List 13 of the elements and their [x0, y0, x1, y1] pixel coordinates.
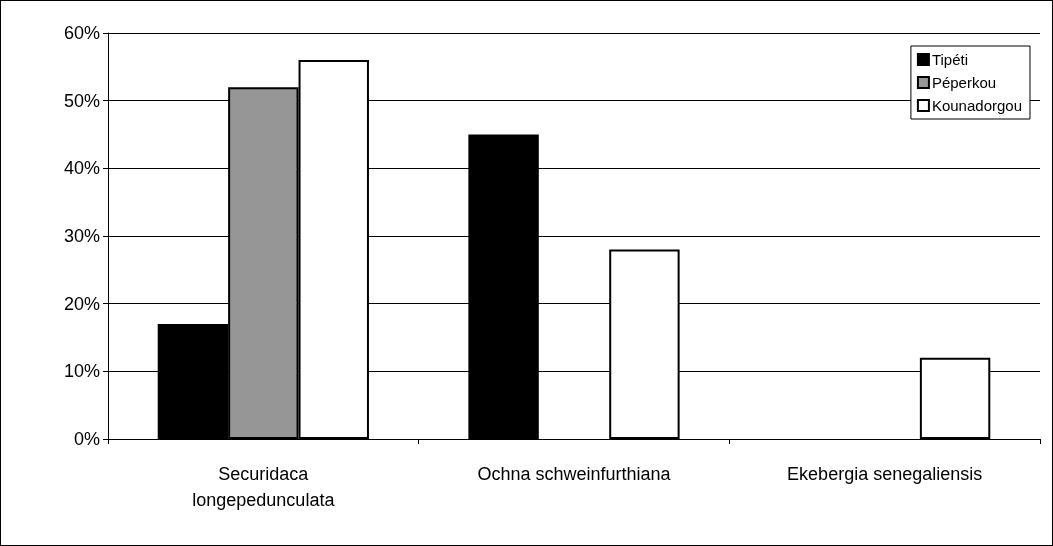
legend-label: Kounadorgou: [931, 97, 1023, 114]
y-tick-label: 40%: [63, 158, 100, 179]
legend-label: Tipéti: [931, 51, 969, 68]
y-tick-label: 10%: [63, 361, 100, 382]
y-tick-label: 20%: [63, 293, 100, 314]
x-tick-label: Ekebergia senegaliensis: [787, 464, 983, 484]
x-tick-label: Ochna schweinfurthiana: [477, 464, 672, 484]
legend-label: Péperkou: [931, 74, 997, 91]
y-tick-label: 0%: [73, 429, 100, 449]
y-tick-label: 50%: [63, 90, 100, 111]
x-tick-label: Securidaca longepedunculata: [192, 464, 336, 510]
y-tick-label: 30%: [63, 226, 100, 246]
y-tick-label: 60%: [63, 23, 100, 43]
